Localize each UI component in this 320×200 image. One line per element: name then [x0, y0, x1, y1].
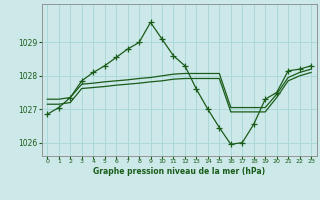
- X-axis label: Graphe pression niveau de la mer (hPa): Graphe pression niveau de la mer (hPa): [93, 167, 265, 176]
